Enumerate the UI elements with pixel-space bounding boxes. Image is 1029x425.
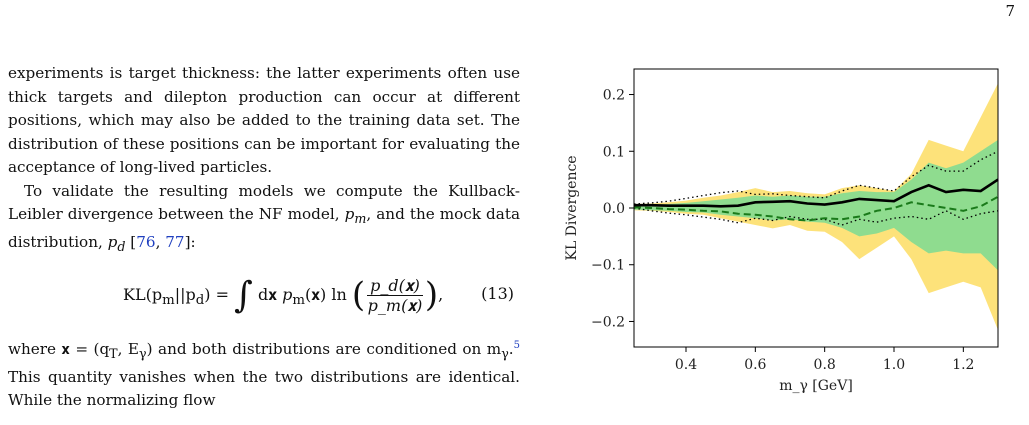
x-tick-label: 0.8 — [814, 357, 836, 373]
citation-76[interactable]: 76 — [136, 232, 156, 251]
x-tick-label: 1.2 — [952, 357, 974, 373]
equation-fraction: p_d(𝐱) p_m(𝐱) — [367, 276, 423, 316]
x-tick-label: 0.6 — [744, 357, 766, 373]
footnote-5-link[interactable]: 5 — [513, 340, 520, 352]
citation-77[interactable]: 77 — [165, 232, 185, 251]
page-number: 7 — [1005, 2, 1015, 20]
y-tick-label: 0.1 — [603, 144, 625, 160]
x-tick-label: 0.4 — [675, 357, 697, 373]
y-tick-label: −0.2 — [591, 314, 625, 330]
y-tick-label: 0.0 — [603, 201, 625, 217]
y-axis-label: KL Divergence — [564, 155, 580, 260]
paragraph-2: To validate the resulting models we comp… — [8, 181, 520, 254]
paragraph-1: experiments is target thickness: the lat… — [8, 64, 520, 176]
dotted-upper-line — [633, 150, 999, 205]
y-tick-label: 0.2 — [603, 88, 625, 104]
equation-number: (13) — [481, 284, 514, 304]
axes: 0.4 0.6 0.8 1.0 1.2 −0.2 −0.1 0.0 0.1 0.2 m_γ [GeV… — [564, 88, 974, 394]
plot-area — [633, 83, 999, 330]
y-tick-label: −0.1 — [591, 258, 625, 274]
median-line — [634, 178, 999, 208]
equation-body: KL(pm||pd) = ∫ d𝐱 pm(𝐱) ln (p_d(𝐱) p_m(𝐱)… — [123, 274, 444, 316]
text-column: experiments is target thickness: the lat… — [8, 62, 520, 413]
dashed-line — [633, 195, 999, 222]
x-axis-label: m_γ [GeV] — [779, 378, 853, 394]
kl-divergence-chart: 0.4 0.6 0.8 1.0 1.2 −0.2 −0.1 0.0 0.1 0.2 m_γ [GeV… — [564, 68, 999, 394]
paragraph-3: where 𝐱 = (qT, Eγ) and both distribution… — [8, 340, 520, 410]
x-tick-label: 1.0 — [883, 357, 905, 373]
equation-13: KL(pm||pd) = ∫ d𝐱 pm(𝐱) ln (p_d(𝐱) p_m(𝐱)… — [8, 258, 520, 334]
